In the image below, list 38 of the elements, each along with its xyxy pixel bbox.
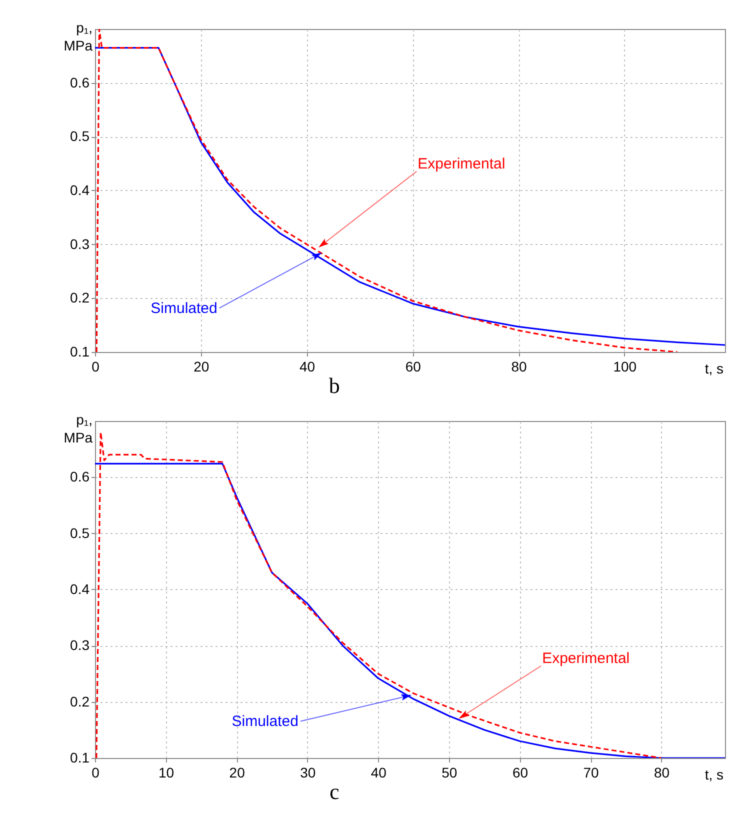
x-tick-label: 70 bbox=[583, 764, 600, 780]
y-tick-label: 0.5 bbox=[70, 524, 90, 541]
y-tick-label: 0.1 bbox=[70, 344, 90, 360]
x-tick-label: 80 bbox=[511, 358, 528, 374]
x-tick-label: 30 bbox=[300, 764, 316, 780]
x-tick-label: 50 bbox=[442, 764, 458, 780]
x-axis-title: t, s bbox=[704, 766, 724, 782]
x-tick-label: 10 bbox=[158, 764, 174, 780]
y-axis-title: p₁, MPa bbox=[64, 20, 93, 54]
y-tick-label: 0.3 bbox=[70, 637, 90, 654]
y-tick-label: 0.2 bbox=[70, 693, 90, 710]
x-tick-label: 80 bbox=[654, 764, 670, 780]
y-tick-label: 0.5 bbox=[70, 128, 90, 144]
text: c bbox=[330, 779, 340, 804]
annotation: Simulated bbox=[150, 300, 218, 318]
annotation: Experimental bbox=[542, 650, 630, 667]
y-axis-title: p₁, MPa bbox=[64, 412, 93, 446]
annotation: Simulated bbox=[232, 713, 298, 730]
x-tick-label: 40 bbox=[370, 764, 387, 780]
x-tick-label: 0 bbox=[92, 764, 100, 780]
y-tick-label: 0.2 bbox=[70, 290, 90, 306]
line-series bbox=[96, 431, 662, 758]
x-tick-label: 60 bbox=[405, 358, 422, 374]
x-tick-label: 60 bbox=[512, 764, 528, 780]
x-tick-label: 20 bbox=[229, 764, 246, 780]
annotation: Experimental bbox=[418, 155, 506, 172]
x-tick-label: 0 bbox=[92, 358, 100, 374]
text: b bbox=[328, 373, 340, 398]
y-tick-label: 0.6 bbox=[70, 468, 90, 485]
y-tick-label: 0.1 bbox=[70, 750, 90, 766]
y-tick-label: 0.3 bbox=[70, 236, 90, 252]
y-tick-label: 0.4 bbox=[70, 182, 90, 198]
x-tick-label: 40 bbox=[299, 358, 316, 374]
y-tick-label: 0.4 bbox=[70, 581, 90, 597]
x-axis-title: t, s bbox=[704, 360, 724, 376]
y-tick-label: 0.6 bbox=[70, 74, 90, 90]
x-tick-label: 20 bbox=[194, 358, 210, 374]
x-tick-label: 100 bbox=[613, 358, 637, 374]
